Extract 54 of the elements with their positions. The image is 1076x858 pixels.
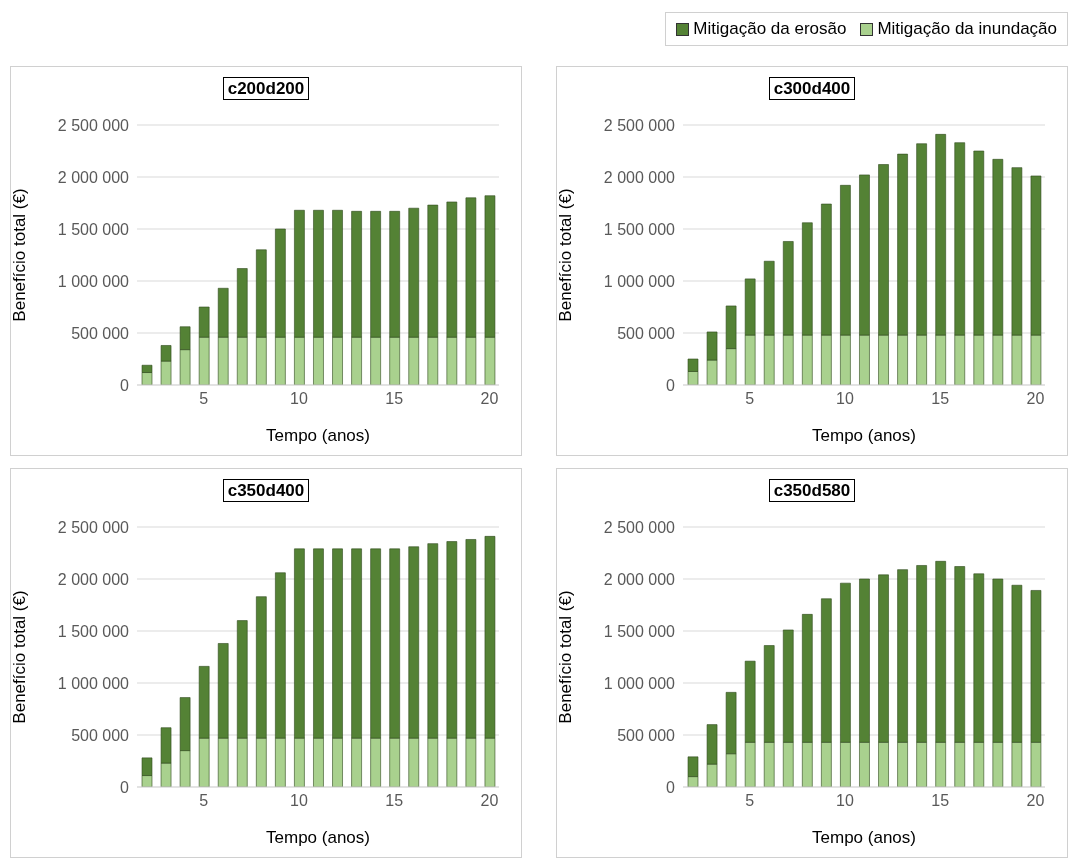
y-tick-label: 1 500 000	[57, 622, 130, 640]
chart-title: c350d580	[768, 479, 856, 502]
x-tick-label: 20	[480, 792, 499, 810]
x-tick-label: 10	[836, 390, 854, 408]
y-tick-label: 500 000	[71, 324, 130, 342]
y-tick-label: 1 500 000	[603, 220, 676, 238]
y-tick-label: 0	[120, 778, 130, 796]
y-tick-label: 2 500 000	[603, 518, 676, 536]
x-tick-label: 20	[1026, 792, 1045, 810]
x-tick-label: 5	[199, 390, 209, 408]
x-tick-label: 5	[745, 390, 755, 408]
y-tick-label: 2 000 000	[603, 168, 676, 186]
x-tick-label: 15	[931, 390, 950, 408]
chart-title: c300d400	[768, 77, 856, 100]
chart-title: c200d200	[222, 77, 310, 100]
y-tick-label: 1 000 000	[57, 272, 130, 290]
chart-title: c350d400	[222, 479, 310, 502]
x-tick-label: 20	[480, 390, 499, 408]
y-tick-label: 2 000 000	[57, 168, 130, 186]
y-tick-label: 2 000 000	[57, 570, 130, 588]
x-axis-title: Tempo (anos)	[266, 426, 370, 445]
x-tick-label: 10	[290, 390, 308, 408]
x-tick-label: 10	[836, 792, 854, 810]
y-tick-label: 1 500 000	[603, 622, 676, 640]
y-axis-title: Benefício total (€)	[10, 590, 30, 724]
x-tick-label: 15	[385, 792, 404, 810]
x-tick-label: 5	[745, 792, 755, 810]
legend-label: Mitigação da inundação	[877, 19, 1057, 39]
x-tick-label: 20	[1026, 390, 1045, 408]
x-axis-title: Tempo (anos)	[812, 426, 916, 445]
y-tick-label: 500 000	[617, 324, 676, 342]
x-tick-label: 5	[199, 792, 209, 810]
x-tick-label: 10	[290, 792, 308, 810]
y-tick-label: 500 000	[71, 726, 130, 744]
x-tick-label: 15	[931, 792, 950, 810]
x-axis-title: Tempo (anos)	[812, 828, 916, 847]
y-tick-label: 500 000	[617, 726, 676, 744]
x-tick-label: 15	[385, 390, 404, 408]
y-tick-label: 0	[666, 376, 676, 394]
y-tick-label: 0	[666, 778, 676, 796]
y-tick-label: 1 000 000	[57, 674, 130, 692]
y-tick-label: 2 500 000	[603, 116, 676, 134]
y-tick-label: 1 000 000	[603, 272, 676, 290]
y-tick-label: 1 500 000	[57, 220, 130, 238]
y-tick-label: 0	[120, 376, 130, 394]
x-axis-title: Tempo (anos)	[266, 828, 370, 847]
y-axis-title: Benefício total (€)	[10, 188, 30, 322]
y-axis-title: Benefício total (€)	[556, 590, 576, 724]
y-tick-label: 2 500 000	[57, 116, 130, 134]
y-axis-title: Benefício total (€)	[556, 188, 576, 322]
legend-label: Mitigação da erosão	[693, 19, 847, 39]
y-tick-label: 2 000 000	[603, 570, 676, 588]
y-tick-label: 2 500 000	[57, 518, 130, 536]
y-tick-label: 1 000 000	[603, 674, 676, 692]
